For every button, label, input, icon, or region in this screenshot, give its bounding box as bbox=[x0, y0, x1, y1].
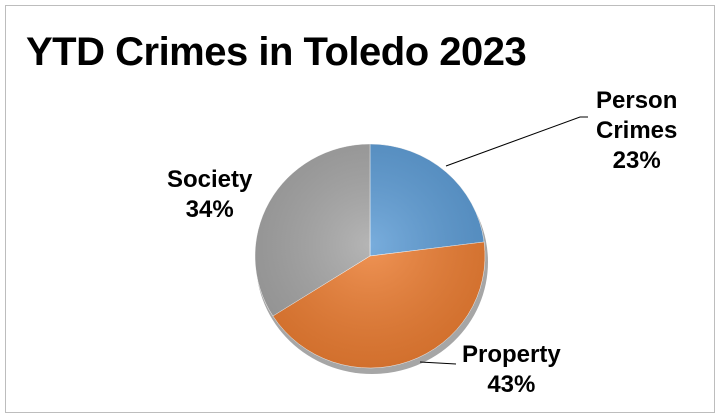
slice-percent-person-crimes: 23% bbox=[612, 147, 661, 174]
slice-percent-property: 43% bbox=[487, 371, 536, 398]
pie-highlight bbox=[255, 144, 485, 368]
slice-label-person-crimes-line1: Person bbox=[596, 87, 678, 114]
slice-label-society-line1: Society bbox=[167, 166, 253, 193]
slice-label-society: Society 34% bbox=[167, 165, 252, 225]
chart-title: YTD Crimes in Toledo 2023 bbox=[26, 30, 527, 74]
slice-label-property: Property 43% bbox=[462, 340, 561, 400]
leader-line-person-crimes bbox=[445, 116, 588, 167]
slice-label-person-crimes: Person Crimes 23% bbox=[596, 86, 677, 176]
leader-line-property bbox=[419, 361, 457, 365]
slice-percent-society: 34% bbox=[185, 196, 234, 223]
slice-label-property-line1: Property bbox=[462, 341, 561, 368]
slice-label-person-crimes-line2: Crimes bbox=[596, 117, 678, 144]
